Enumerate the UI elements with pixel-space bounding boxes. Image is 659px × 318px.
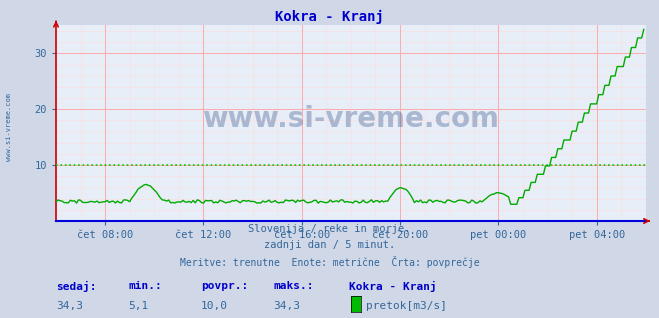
Text: povpr.:: povpr.: <box>201 281 248 291</box>
Text: Kokra - Kranj: Kokra - Kranj <box>349 281 437 293</box>
Text: 34,3: 34,3 <box>56 301 83 310</box>
Text: 10,0: 10,0 <box>201 301 228 310</box>
Text: Kokra - Kranj: Kokra - Kranj <box>275 10 384 24</box>
Text: 5,1: 5,1 <box>129 301 149 310</box>
Text: zadnji dan / 5 minut.: zadnji dan / 5 minut. <box>264 240 395 250</box>
Text: maks.:: maks.: <box>273 281 314 291</box>
Text: www.si-vreme.com: www.si-vreme.com <box>5 93 12 161</box>
Text: min.:: min.: <box>129 281 162 291</box>
Text: www.si-vreme.com: www.si-vreme.com <box>202 105 500 133</box>
Text: pretok[m3/s]: pretok[m3/s] <box>366 301 447 310</box>
Text: sedaj:: sedaj: <box>56 281 96 293</box>
Text: Slovenija / reke in morje.: Slovenija / reke in morje. <box>248 224 411 234</box>
Text: Meritve: trenutne  Enote: metrične  Črta: povprečje: Meritve: trenutne Enote: metrične Črta: … <box>180 256 479 268</box>
Text: 34,3: 34,3 <box>273 301 301 310</box>
